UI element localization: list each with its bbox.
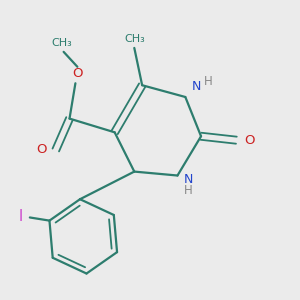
Text: H: H — [204, 75, 212, 88]
Text: CH₃: CH₃ — [124, 34, 145, 44]
Text: N: N — [184, 173, 193, 186]
Text: O: O — [37, 143, 47, 157]
Text: CH₃: CH₃ — [51, 38, 72, 48]
Text: N: N — [192, 80, 201, 92]
Text: O: O — [244, 134, 255, 147]
Text: H: H — [184, 184, 193, 197]
Text: I: I — [19, 209, 23, 224]
Text: O: O — [72, 67, 83, 80]
